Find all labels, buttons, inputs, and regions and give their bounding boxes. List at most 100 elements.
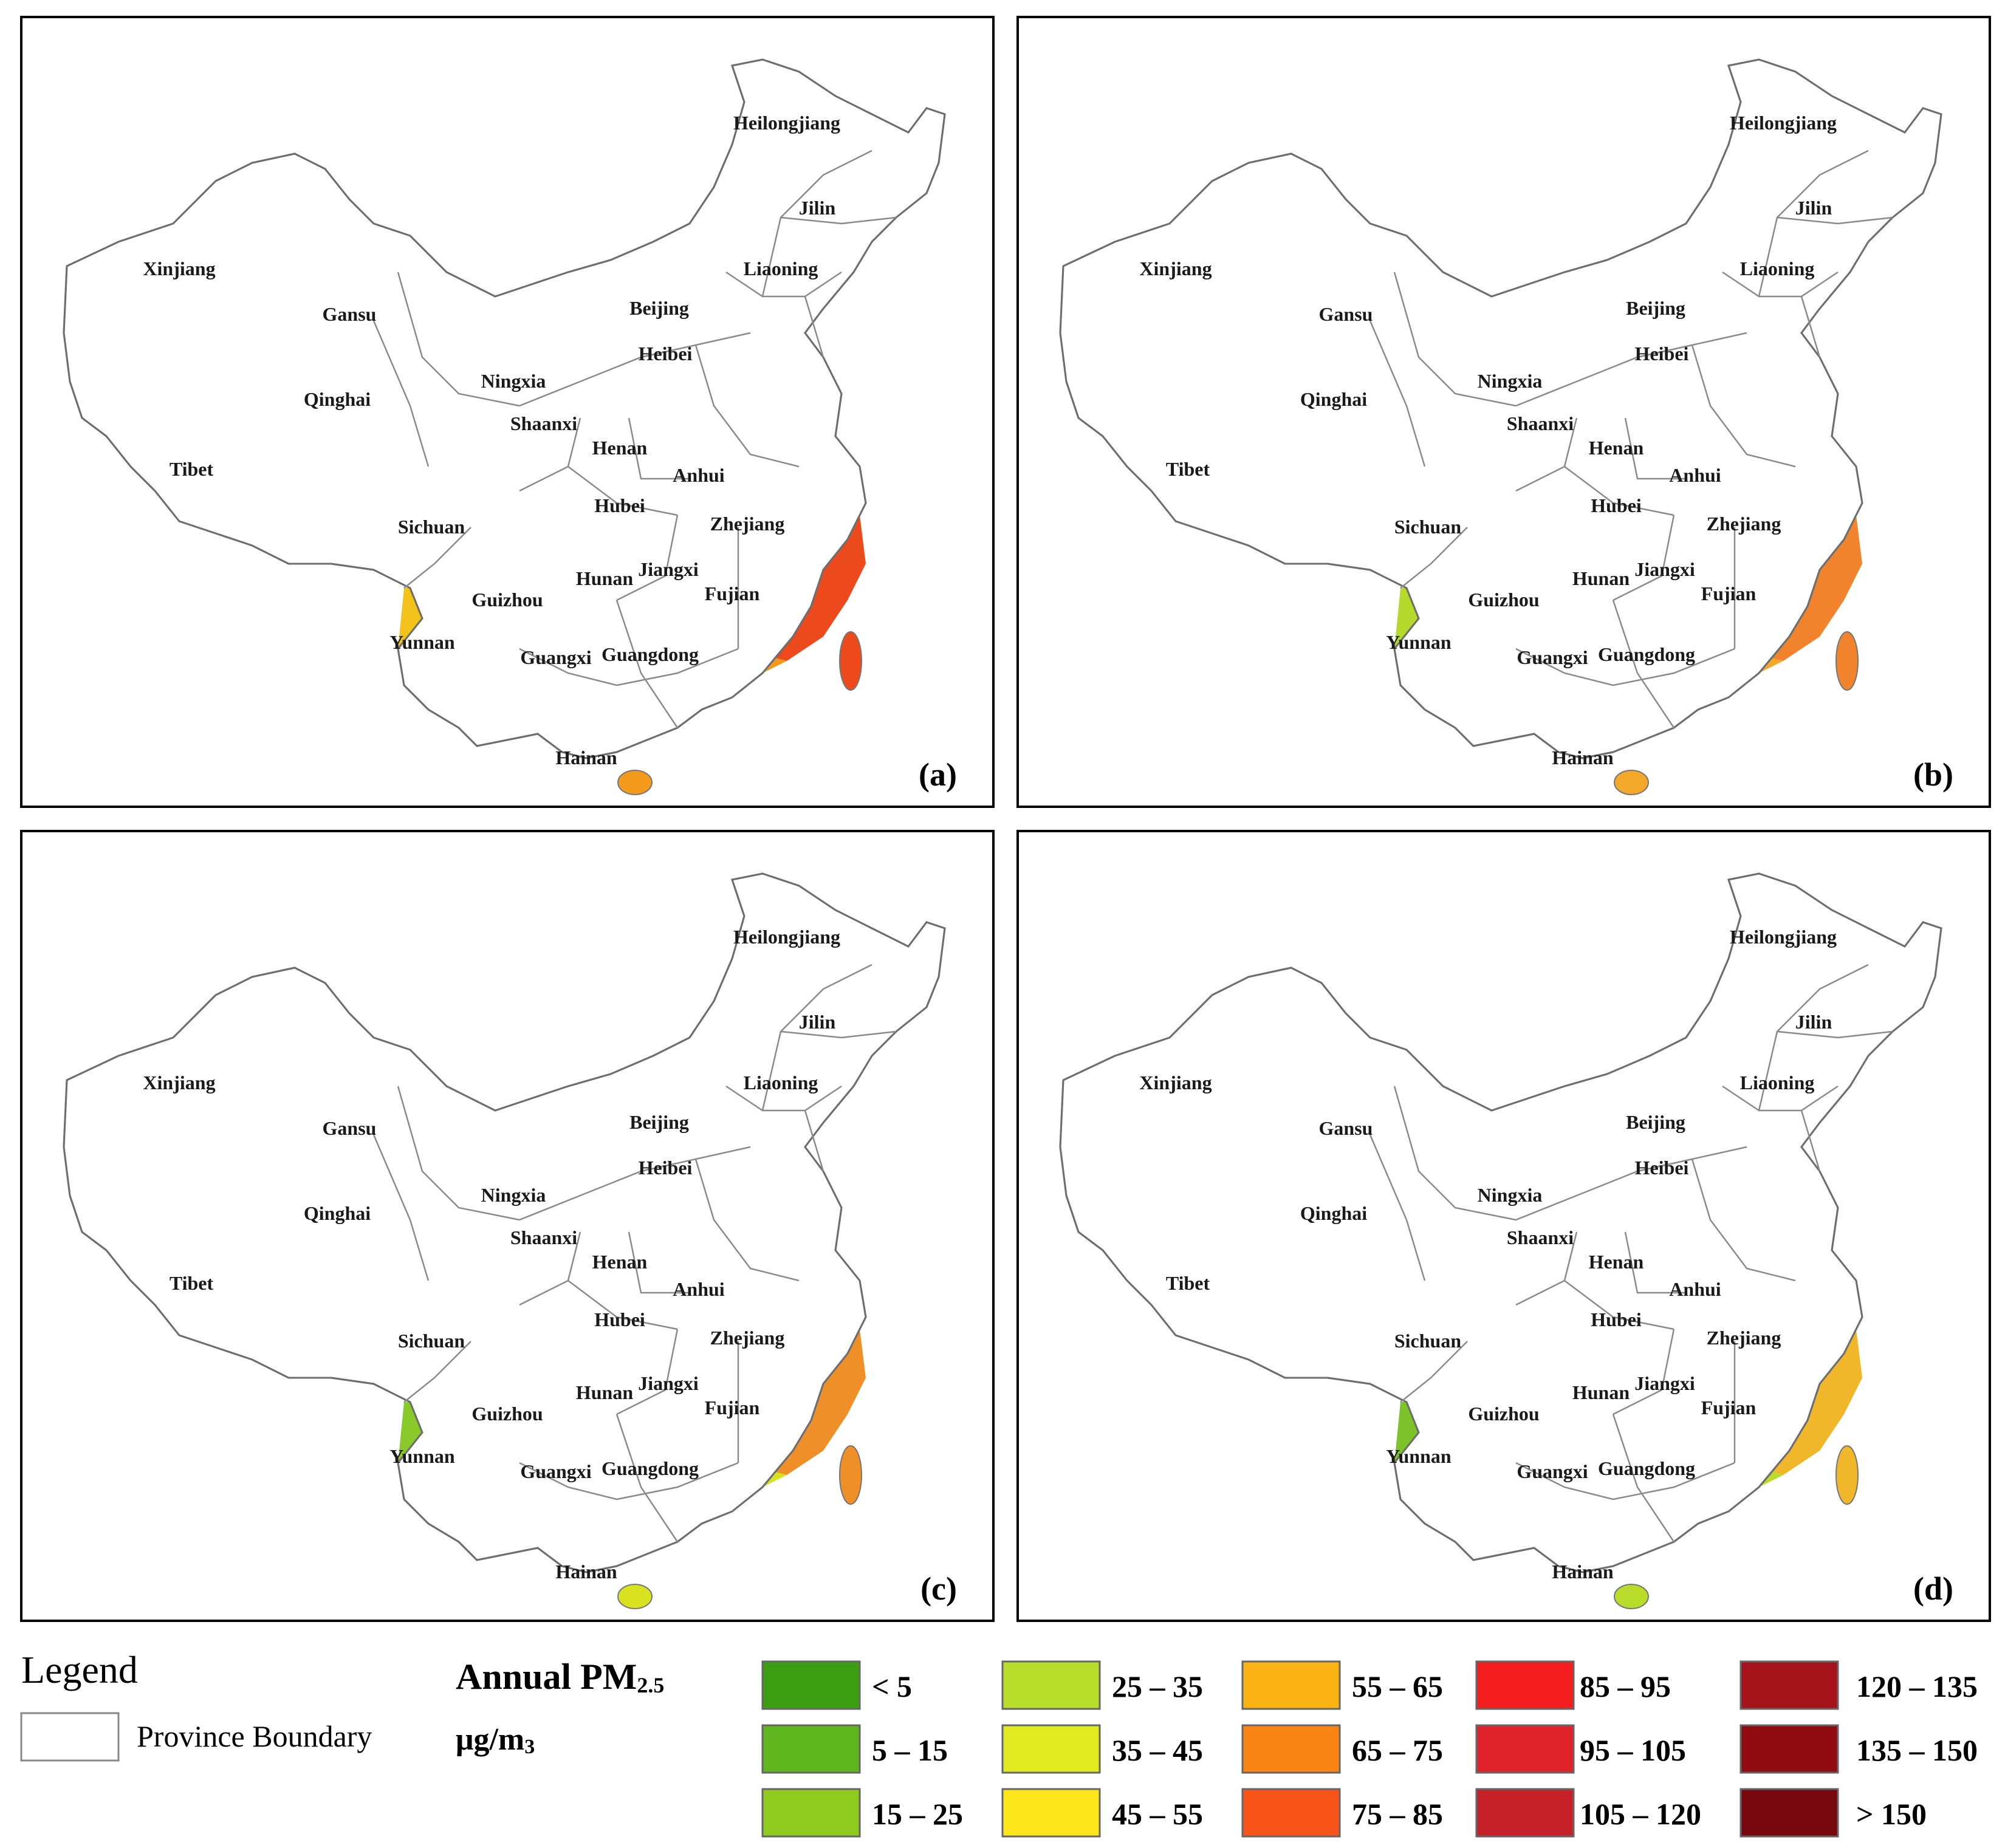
province-boundary bbox=[725, 1085, 842, 1112]
country-border bbox=[1059, 872, 1942, 1573]
province-boundary bbox=[1691, 1158, 1796, 1282]
province-label-hunan: Hunan bbox=[576, 567, 633, 589]
province-boundary bbox=[372, 1134, 430, 1281]
province-label-xinjiang: Xinjiang bbox=[143, 258, 215, 279]
legend-class-label: 135 – 150 bbox=[1856, 1733, 1978, 1767]
panel-tag: (c) bbox=[920, 1570, 957, 1607]
legend-class-label: 85 – 95 bbox=[1580, 1669, 1671, 1703]
legend-class-label: > 150 bbox=[1856, 1797, 1927, 1831]
island-taiwan bbox=[839, 631, 862, 691]
province-boundary bbox=[628, 1231, 690, 1294]
china-map bbox=[1059, 58, 1942, 795]
province-boundary bbox=[397, 1086, 520, 1221]
boundary-label: Province Boundary bbox=[137, 1719, 372, 1753]
legend-swatch bbox=[1475, 1788, 1575, 1838]
legend-swatch bbox=[1241, 1724, 1341, 1774]
china-map bbox=[63, 872, 946, 1609]
province-boundary bbox=[616, 515, 679, 601]
province-boundary bbox=[615, 600, 679, 728]
province-label-guangdong: Guangdong bbox=[602, 1457, 699, 1479]
province-label-zhejiang: Zhejiang bbox=[710, 1327, 785, 1349]
province-label-shaanxi: Shaanxi bbox=[510, 412, 577, 434]
province-label-beijing: Beijing bbox=[629, 1111, 689, 1133]
legend-swatch bbox=[1001, 1724, 1101, 1774]
province-boundary bbox=[694, 344, 800, 468]
province-boundary bbox=[519, 1462, 739, 1501]
province-label-hainan: Hainan bbox=[1552, 747, 1614, 768]
province-label-liaoning: Liaoning bbox=[1740, 258, 1815, 279]
province-label-jilin: Jilin bbox=[799, 197, 836, 219]
province-label-hunan: Hunan bbox=[1572, 567, 1630, 589]
map-panel-3: Heilongjiang Jilin Liaoning Xinjiang Gansu Be… bbox=[1016, 830, 1991, 1622]
province-label-ningxia: Ningxia bbox=[481, 1184, 546, 1206]
legend-swatch bbox=[1475, 1724, 1575, 1774]
legend-title: Legend bbox=[21, 1648, 138, 1691]
province-label-heilongjiang: Heilongjiang bbox=[1730, 112, 1837, 134]
province-label-xinjiang: Xinjiang bbox=[1139, 1072, 1212, 1093]
province-boundary bbox=[615, 1414, 679, 1542]
province-label-hainan: Hainan bbox=[555, 747, 617, 768]
province-label-shaanxi: Shaanxi bbox=[1507, 1227, 1574, 1248]
province-label-hainan: Hainan bbox=[1552, 1561, 1614, 1583]
province-label-heibei: Heibei bbox=[639, 1157, 693, 1179]
province-boundary bbox=[1515, 1462, 1735, 1501]
province-label-guangdong: Guangdong bbox=[602, 643, 699, 665]
unit-label: μg/m3 bbox=[456, 1722, 535, 1758]
province-label-heilongjiang: Heilongjiang bbox=[1730, 926, 1837, 948]
legend-class-label: 5 – 15 bbox=[872, 1733, 948, 1767]
province-label-xinjiang: Xinjiang bbox=[1139, 258, 1212, 279]
province-label-sichuan: Sichuan bbox=[398, 516, 465, 538]
legend-class-label: 15 – 25 bbox=[872, 1797, 963, 1831]
province-boundary bbox=[403, 1341, 471, 1403]
province-label-liaoning: Liaoning bbox=[744, 1072, 818, 1093]
unit-title: Annual PM2.5 bbox=[456, 1657, 664, 1697]
province-label-heibei: Heibei bbox=[1635, 343, 1689, 364]
province-label-tibet: Tibet bbox=[170, 458, 214, 480]
legend-swatch bbox=[1475, 1660, 1575, 1710]
province-label-heibei: Heibei bbox=[639, 343, 693, 364]
province-boundary bbox=[1515, 332, 1747, 407]
province-label-jiangxi: Jiangxi bbox=[638, 558, 699, 580]
province-label-jilin: Jilin bbox=[799, 1011, 836, 1033]
province-label-sichuan: Sichuan bbox=[1394, 516, 1461, 538]
province-boundary bbox=[1400, 1341, 1468, 1403]
province-label-yunnan: Yunnan bbox=[389, 1445, 455, 1467]
legend-class-label: 75 – 85 bbox=[1352, 1797, 1443, 1831]
province-boundary bbox=[567, 466, 678, 516]
province-label-henan: Henan bbox=[1589, 1251, 1644, 1273]
island-taiwan bbox=[1835, 1445, 1859, 1505]
province-boundary bbox=[1369, 320, 1426, 467]
map-panel-2: Heilongjiang Jilin Liaoning Xinjiang Gansu Be… bbox=[20, 830, 995, 1622]
province-label-jiangxi: Jiangxi bbox=[1634, 558, 1695, 580]
legend-swatch bbox=[1001, 1660, 1101, 1710]
legend-class-label: 120 – 135 bbox=[1856, 1669, 1978, 1703]
province-boundary bbox=[519, 648, 739, 686]
map-panel-1: Heilongjiang Jilin Liaoning Xinjiang Gansu Be… bbox=[1016, 16, 1991, 808]
province-label-yunnan: Yunnan bbox=[389, 631, 455, 653]
province-label-fujian: Fujian bbox=[1701, 1397, 1757, 1419]
province-label-qinghai: Qinghai bbox=[304, 388, 371, 410]
legend-class-label: 65 – 75 bbox=[1352, 1733, 1443, 1767]
province-boundary bbox=[761, 149, 872, 297]
province-label-heilongjiang: Heilongjiang bbox=[733, 112, 840, 134]
province-boundary bbox=[616, 1329, 679, 1415]
province-label-fujian: Fujian bbox=[705, 583, 760, 604]
province-label-qinghai: Qinghai bbox=[304, 1202, 371, 1224]
province-boundary bbox=[1800, 1110, 1821, 1172]
province-boundary bbox=[519, 1146, 751, 1221]
legend-swatch bbox=[1739, 1660, 1839, 1710]
legend-swatch bbox=[1241, 1788, 1341, 1838]
province-boundary bbox=[780, 1030, 897, 1039]
province-label-tibet: Tibet bbox=[170, 1272, 214, 1294]
province-boundary bbox=[725, 271, 842, 298]
province-label-tibet: Tibet bbox=[1166, 1272, 1210, 1294]
province-label-hunan: Hunan bbox=[576, 1381, 633, 1403]
province-label-beijing: Beijing bbox=[629, 297, 689, 319]
province-boundary bbox=[403, 527, 471, 589]
province-label-guizhou: Guizhou bbox=[1468, 589, 1539, 611]
province-label-jiangxi: Jiangxi bbox=[638, 1372, 699, 1394]
province-boundary bbox=[1691, 344, 1796, 468]
province-boundary bbox=[1564, 1280, 1674, 1330]
province-label-zhejiang: Zhejiang bbox=[1707, 513, 1781, 535]
province-label-guizhou: Guizhou bbox=[471, 589, 543, 611]
